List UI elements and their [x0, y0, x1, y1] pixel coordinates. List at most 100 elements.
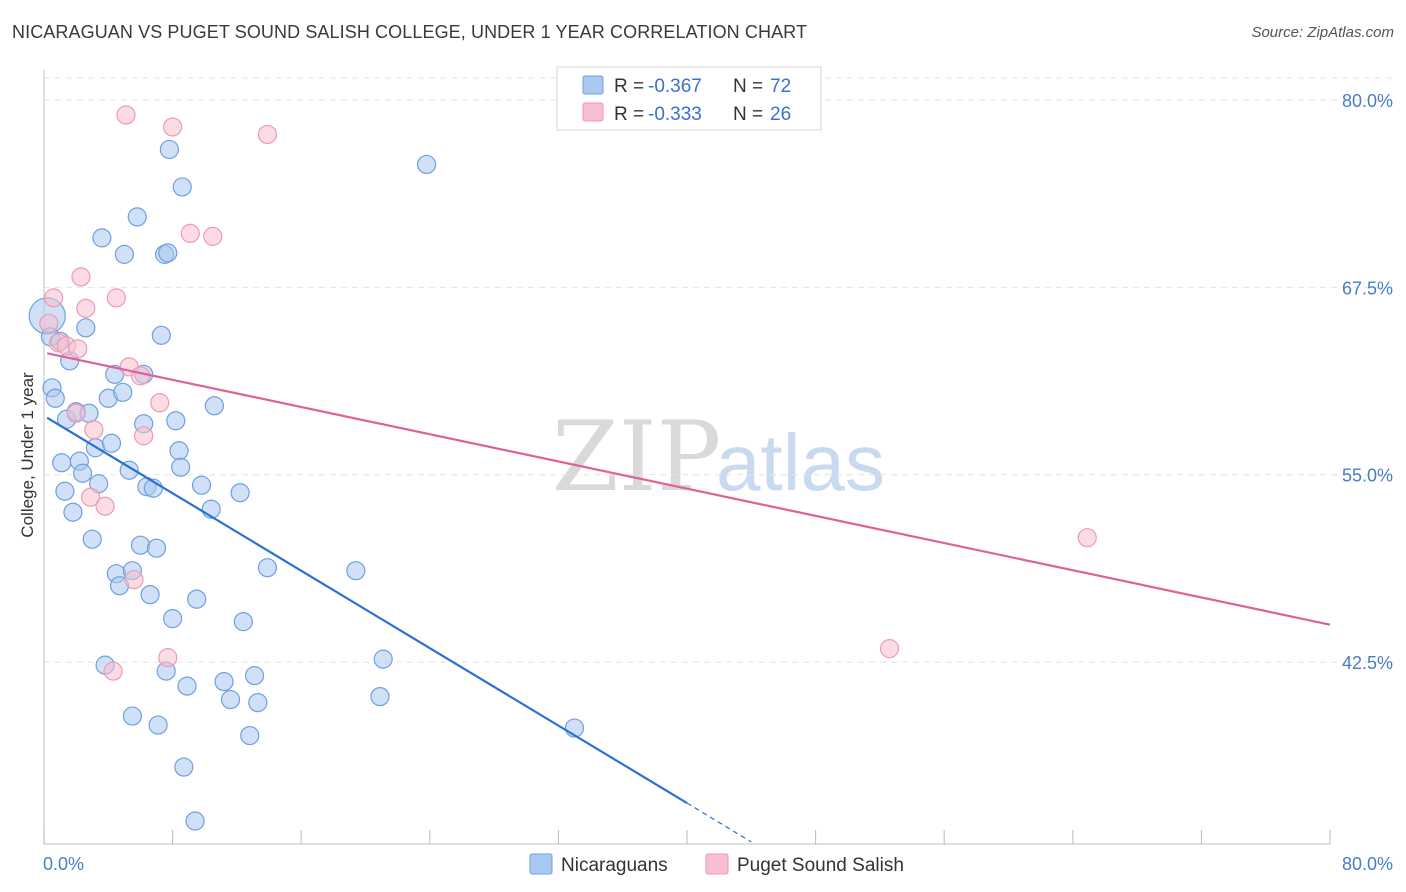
nicaraguans-point-43	[159, 139, 179, 160]
axes	[43, 70, 1331, 845]
nicaraguans-point-67	[416, 154, 437, 175]
nicaraguans-point-9	[63, 502, 83, 522]
nicaraguans-point-41	[158, 243, 178, 263]
nicaraguans-point-21	[101, 433, 122, 453]
legend-r-label-2: R =	[614, 104, 644, 125]
nicaraguans-point-66	[373, 649, 393, 669]
nicaraguans-point-37	[146, 538, 167, 558]
nicaraguans-point-26	[114, 244, 134, 264]
nicaraguans-point-52	[187, 589, 207, 609]
nicaraguans-point-58	[230, 483, 250, 503]
nicaraguans-point-48	[172, 177, 192, 197]
y-tick-label-80: 80.0%	[1342, 91, 1393, 111]
legend-r-label-1: R =	[614, 76, 644, 97]
trend-line-puget-sound-salish	[46, 352, 1331, 626]
nicaraguans-point-57	[220, 689, 241, 710]
trend-lines	[46, 352, 1331, 843]
bottom-legend-swatch-nicaraguans	[529, 853, 553, 875]
puget-sound-salish-point-4	[66, 403, 86, 423]
nicaraguans-point-53	[191, 475, 212, 495]
nicaraguans-point-45	[166, 411, 186, 431]
puget-sound-salish-point-23	[257, 124, 278, 145]
legend-swatch-puget-sound-salish	[582, 102, 604, 122]
y-axis-label: College, Under 1 year	[18, 372, 37, 538]
grid-lines	[44, 77, 1395, 663]
watermark-atlas: atlas	[716, 418, 885, 507]
chart-title: NICARAGUAN VS PUGET SOUND SALISH COLLEGE…	[12, 22, 808, 42]
legend-n-label-2: N =	[733, 104, 763, 125]
puget-sound-salish-point-20	[163, 117, 183, 137]
nicaraguans-point-56	[214, 672, 234, 692]
series-nicaraguans-points	[28, 139, 585, 831]
nicaraguans-point-6	[55, 481, 75, 501]
nicaraguans-point-15	[82, 529, 102, 549]
nicaraguans-point-3	[45, 388, 65, 408]
puget-sound-salish-point-0	[39, 313, 59, 333]
nicaraguans-point-49	[174, 757, 194, 777]
y-tick-label-55: 55.0%	[1342, 466, 1393, 486]
puget-sound-salish-point-22	[203, 226, 223, 246]
bottom-legend-swatch-puget-sound-salish	[705, 853, 729, 875]
x-tick-label-min: 0.0%	[43, 854, 84, 874]
puget-sound-salish-point-1	[44, 288, 64, 308]
y-tick-labels: 42.5% 55.0% 67.5% 80.0%	[1342, 91, 1393, 673]
nicaraguans-point-44	[163, 609, 183, 629]
nicaraguans-point-12	[72, 463, 93, 483]
nicaraguans-point-46	[169, 441, 189, 461]
puget-sound-salish-point-21	[180, 223, 200, 243]
puget-sound-salish-point-17	[134, 426, 154, 446]
nicaraguans-point-55	[204, 396, 224, 416]
nicaraguans-point-35	[140, 585, 160, 605]
nicaraguans-point-62	[248, 692, 268, 713]
bottom-legend: Nicaraguans Puget Sound Salish	[529, 853, 904, 876]
nicaraguans-point-61	[244, 666, 265, 686]
puget-sound-salish-point-10	[95, 496, 115, 516]
puget-sound-salish-point-15	[124, 570, 144, 590]
puget-sound-salish-point-13	[116, 105, 136, 125]
puget-sound-salish-point-8	[81, 487, 101, 507]
legend-n-value-2: 26	[770, 104, 791, 125]
puget-sound-salish-point-24	[879, 639, 900, 659]
legend-n-value-1: 72	[770, 76, 791, 97]
nicaraguans-point-18	[92, 228, 112, 248]
bottom-legend-label-puget-sound-salish: Puget Sound Salish	[737, 855, 904, 876]
trend-line-nicaraguans-extension	[686, 802, 752, 843]
nicaraguans-point-13	[76, 318, 96, 338]
puget-sound-salish-point-25	[1077, 528, 1097, 548]
nicaraguans-point-64	[346, 561, 366, 581]
puget-sound-salish-point-5	[68, 339, 88, 359]
nicaraguans-point-31	[130, 535, 151, 555]
nicaraguans-point-30	[127, 207, 147, 227]
puget-sound-salish-point-19	[158, 648, 178, 668]
puget-sound-salish-point-18	[150, 393, 170, 413]
y-tick-label-42.5: 42.5%	[1342, 653, 1393, 673]
nicaraguans-point-59	[233, 612, 253, 632]
puget-sound-salish-point-7	[76, 298, 96, 318]
nicaraguans-point-65	[370, 686, 390, 707]
nicaraguans-point-29	[122, 706, 143, 726]
bottom-legend-label-nicaraguans: Nicaraguans	[561, 855, 668, 876]
y-tick-label-67.5: 67.5%	[1342, 278, 1393, 298]
nicaraguans-point-39	[151, 325, 171, 345]
legend-swatch-nicaraguans	[582, 75, 604, 95]
watermark-zip: ZIP	[552, 401, 721, 513]
legend-n-label-1: N =	[733, 76, 763, 97]
nicaraguans-point-27	[119, 460, 139, 480]
trend-line-nicaraguans	[46, 416, 688, 804]
nicaraguans-point-38	[148, 715, 168, 735]
nicaraguans-point-50	[177, 676, 197, 696]
puget-sound-salish-point-16	[130, 366, 151, 386]
nicaraguans-point-25	[113, 382, 133, 402]
top-legend: R = -0.367 N = 72 R = -0.333 N = 26	[556, 66, 822, 131]
puget-sound-salish-point-11	[103, 661, 123, 681]
nicaraguans-point-60	[240, 725, 260, 746]
legend-r-value-1: -0.367	[648, 76, 702, 97]
nicaraguans-point-5	[52, 453, 72, 473]
x-tick-label-max: 80.0%	[1342, 854, 1393, 874]
legend-r-value-2: -0.333	[648, 104, 702, 125]
nicaraguans-point-47	[171, 457, 191, 477]
nicaraguans-point-51	[185, 811, 205, 831]
source-credit: Source: ZipAtlas.com	[1251, 24, 1394, 41]
nicaraguans-point-63	[257, 558, 278, 578]
